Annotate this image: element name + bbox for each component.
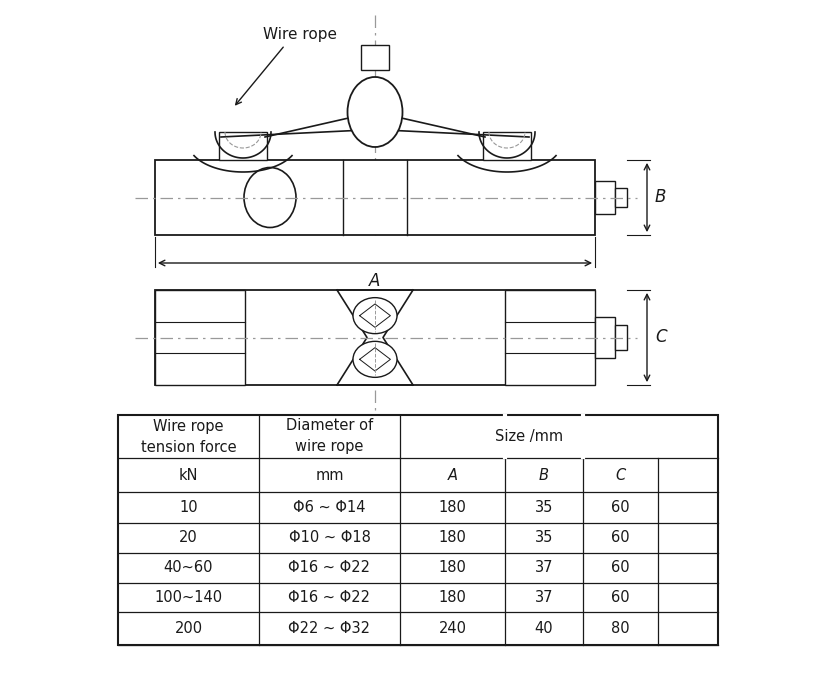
Text: Diameter of
wire rope: Diameter of wire rope bbox=[286, 418, 373, 454]
Text: Φ22 ~ Φ32: Φ22 ~ Φ32 bbox=[289, 621, 371, 636]
Text: C: C bbox=[655, 329, 666, 346]
Bar bbox=[505, 290, 595, 385]
Text: Wire rope: Wire rope bbox=[263, 28, 337, 43]
Text: kN: kN bbox=[179, 468, 198, 483]
Text: 40: 40 bbox=[534, 621, 554, 636]
Text: Φ16 ~ Φ22: Φ16 ~ Φ22 bbox=[289, 560, 371, 576]
Text: B: B bbox=[539, 468, 549, 483]
Text: 20: 20 bbox=[180, 531, 198, 545]
Text: mm: mm bbox=[316, 468, 344, 483]
Text: Φ6 ~ Φ14: Φ6 ~ Φ14 bbox=[293, 500, 366, 515]
Bar bbox=[361, 45, 389, 70]
Text: A: A bbox=[448, 468, 458, 483]
Bar bbox=[155, 290, 245, 385]
Text: C: C bbox=[615, 468, 625, 483]
Text: A: A bbox=[369, 272, 381, 290]
Text: 180: 180 bbox=[438, 560, 467, 576]
Ellipse shape bbox=[244, 167, 296, 227]
Text: 10: 10 bbox=[180, 500, 198, 515]
Text: Φ16 ~ Φ22: Φ16 ~ Φ22 bbox=[289, 590, 371, 605]
Text: Wire rope
tension force: Wire rope tension force bbox=[140, 418, 236, 454]
Ellipse shape bbox=[353, 342, 397, 377]
Text: 60: 60 bbox=[611, 531, 630, 545]
Text: Φ10 ~ Φ18: Φ10 ~ Φ18 bbox=[289, 531, 371, 545]
Text: 80: 80 bbox=[611, 621, 630, 636]
Text: 60: 60 bbox=[611, 500, 630, 515]
Text: 35: 35 bbox=[534, 531, 553, 545]
Text: 37: 37 bbox=[534, 590, 554, 605]
Bar bbox=[219, 132, 267, 160]
Text: 60: 60 bbox=[611, 590, 630, 605]
Bar bbox=[118, 415, 718, 645]
Text: 40~60: 40~60 bbox=[164, 560, 213, 576]
Text: 180: 180 bbox=[438, 590, 467, 605]
Text: Size /mm: Size /mm bbox=[495, 429, 563, 444]
Bar bbox=[155, 160, 595, 235]
Ellipse shape bbox=[347, 77, 402, 147]
Text: 60: 60 bbox=[611, 560, 630, 576]
Text: 240: 240 bbox=[438, 621, 467, 636]
Bar bbox=[615, 188, 627, 207]
Text: 100~140: 100~140 bbox=[154, 590, 223, 605]
Text: 180: 180 bbox=[438, 531, 467, 545]
Bar bbox=[483, 132, 531, 160]
Text: 180: 180 bbox=[438, 500, 467, 515]
Text: 37: 37 bbox=[534, 560, 554, 576]
Text: 200: 200 bbox=[175, 621, 203, 636]
Text: B: B bbox=[655, 188, 666, 207]
Bar bbox=[155, 290, 595, 385]
Ellipse shape bbox=[353, 298, 397, 333]
Bar bbox=[595, 181, 615, 214]
Bar bbox=[595, 317, 615, 358]
Bar bbox=[615, 325, 627, 350]
Text: 35: 35 bbox=[534, 500, 553, 515]
